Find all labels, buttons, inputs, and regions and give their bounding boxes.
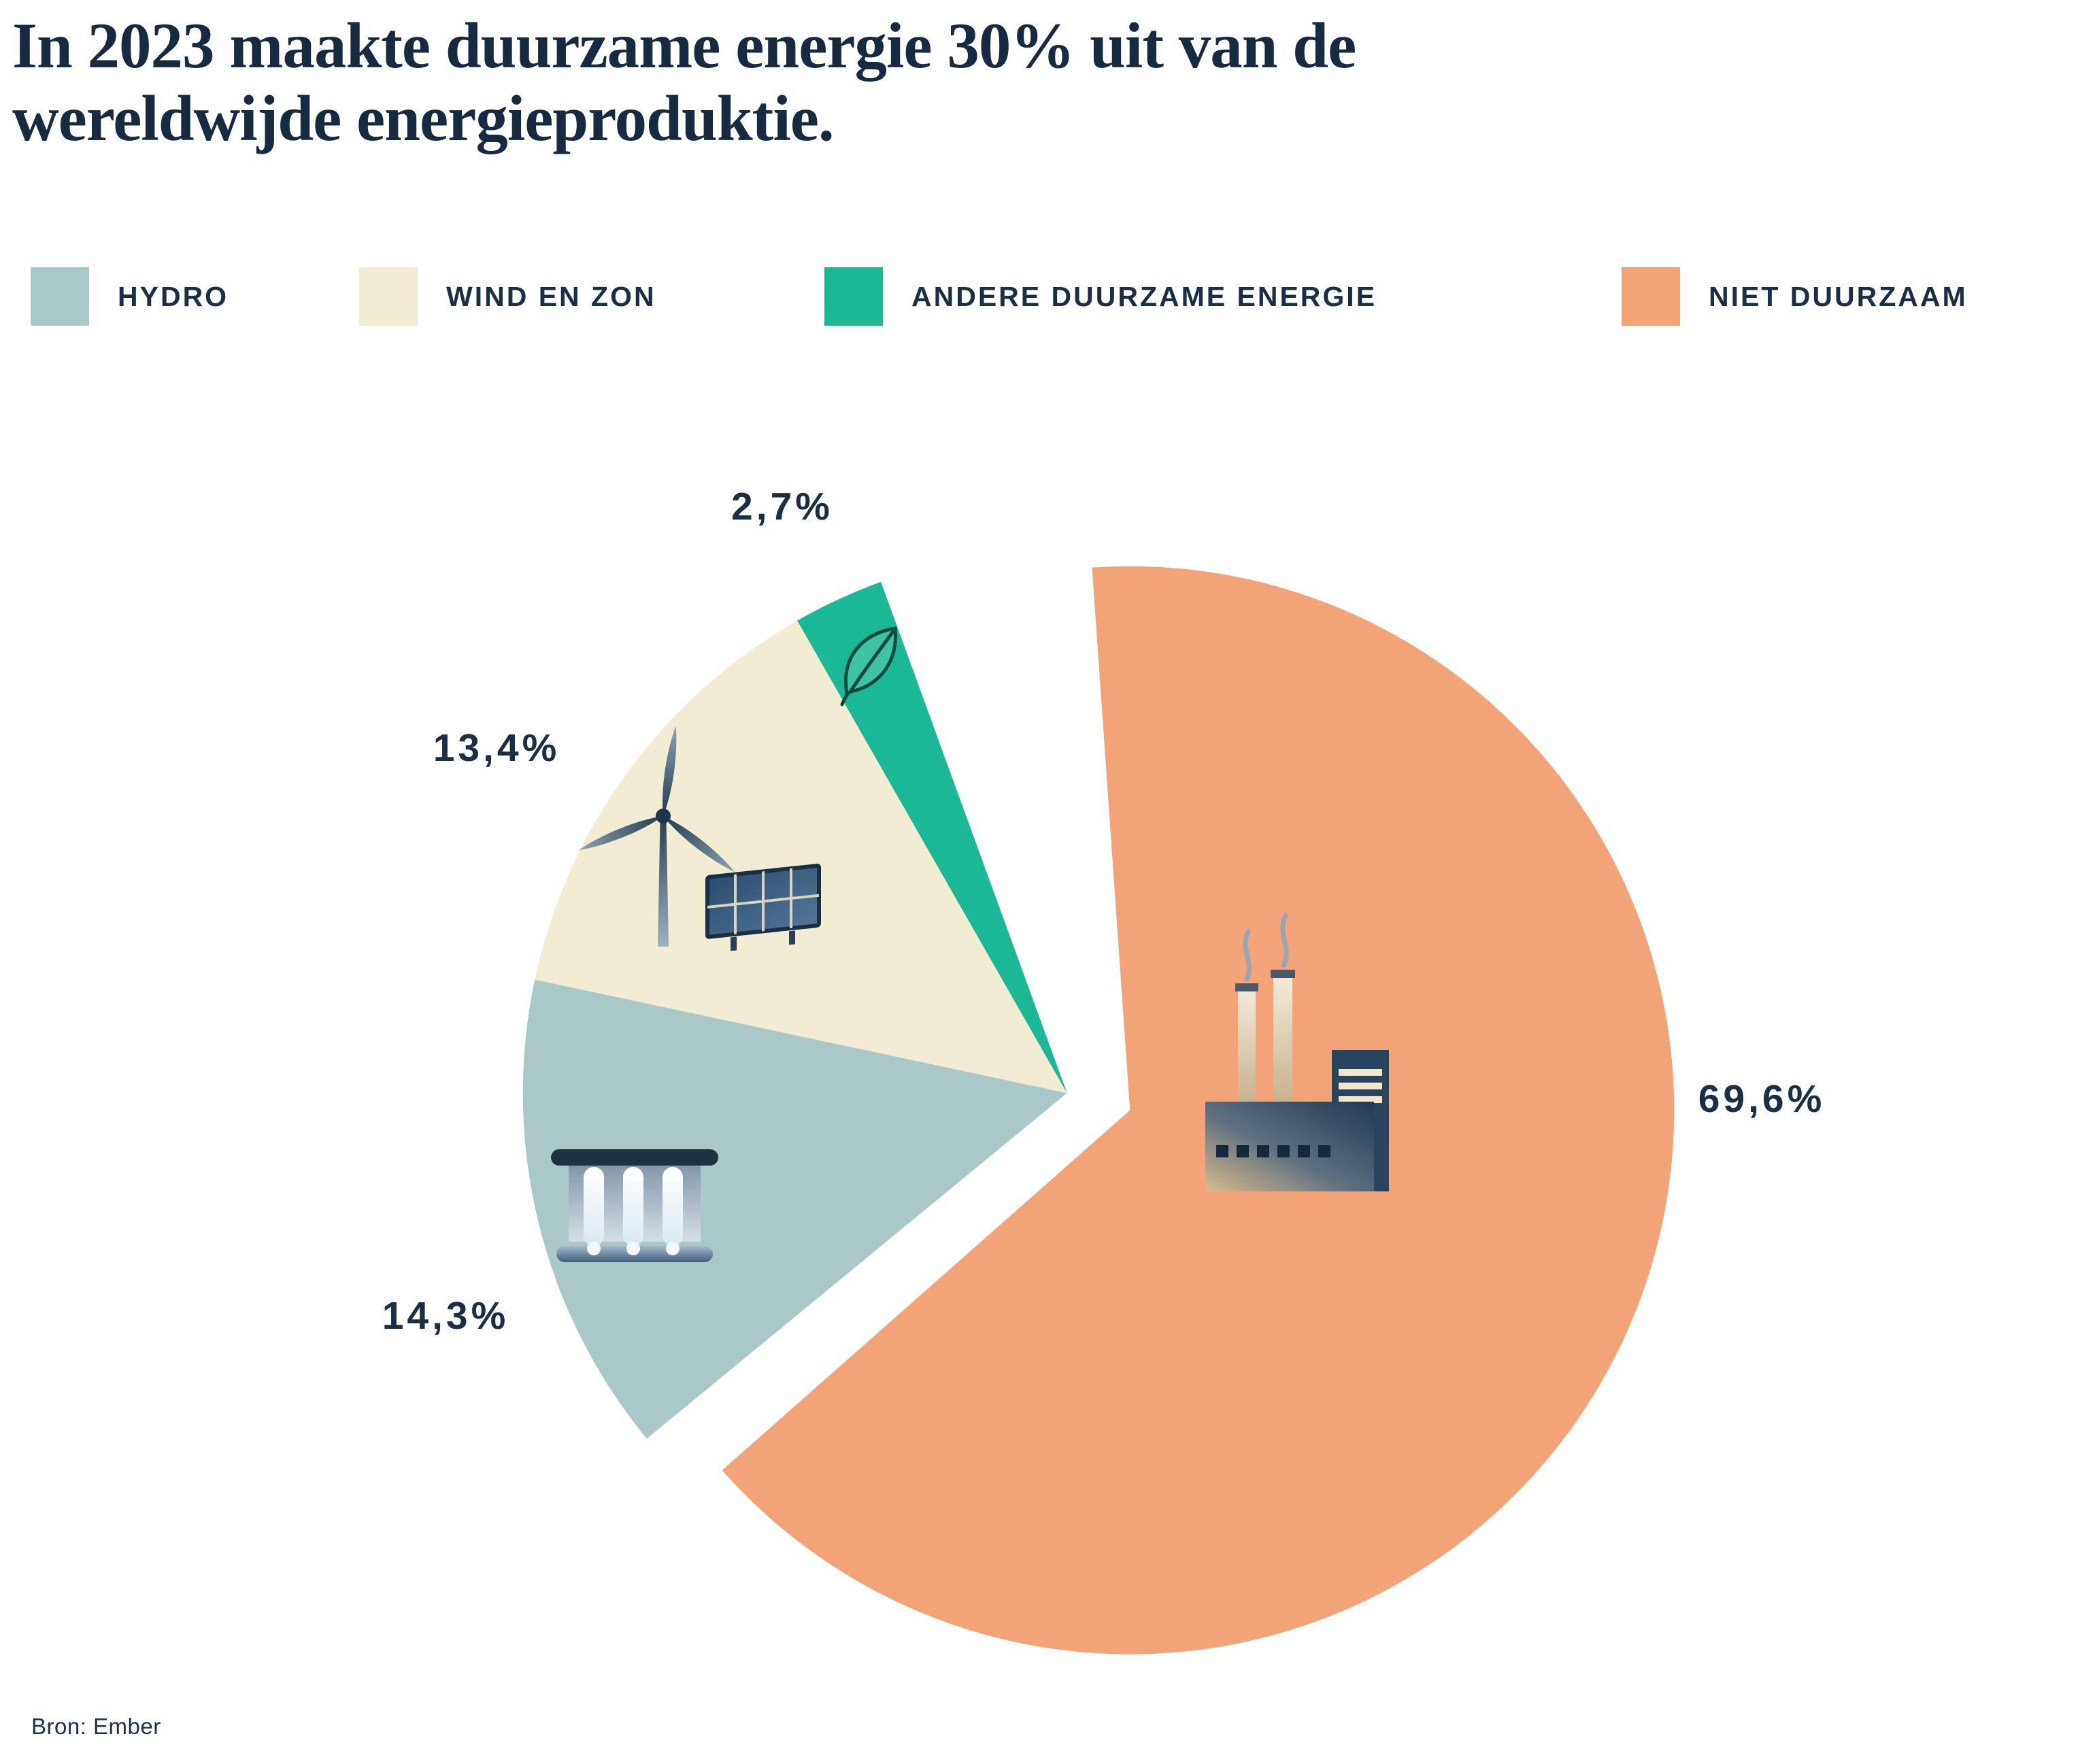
pie-slices <box>522 566 1675 1655</box>
dam-icon <box>551 1149 718 1262</box>
pie-slice-niet-duurzaam <box>722 566 1675 1655</box>
slice-label-wind-zon: 13,4% <box>433 726 560 770</box>
legend-swatch-niet-duurzaam <box>1622 267 1680 326</box>
legend: HYDRO WIND EN ZON ANDERE DUURZAME ENERGI… <box>0 267 2095 326</box>
slice-label-andere-duurzame-energie: 2,7% <box>731 485 833 528</box>
legend-swatch-wind-zon <box>359 267 418 326</box>
wind-turbine-icon <box>578 726 735 947</box>
legend-item-andere-duurzame-energie: ANDERE DUURZAME ENERGIE <box>824 267 1377 326</box>
factory-icon <box>1205 913 1389 1191</box>
source-note: Bron: Ember <box>31 1714 161 1739</box>
legend-item-hydro: HYDRO <box>31 267 229 326</box>
legend-item-wind-zon: WIND EN ZON <box>359 267 656 326</box>
legend-item-niet-duurzaam: NIET DUURZAAM <box>1622 267 1968 326</box>
pie-slice-andere-duurzame-energie <box>797 581 1067 1093</box>
slice-label-hydro: 14,3% <box>382 1294 509 1338</box>
legend-swatch-andere-duurzame-energie <box>824 267 883 326</box>
chart-title: In 2023 maakte duurzame energie 30% uit … <box>12 10 2039 156</box>
pie-slice-wind-zon <box>535 620 1067 1093</box>
slice-label-niet-duurzaam: 69,6% <box>1698 1077 1826 1121</box>
legend-label-niet-duurzaam: NIET DUURZAAM <box>1709 280 1968 312</box>
solar-panel-icon <box>705 864 821 951</box>
chart-title-line-2: wereldwijde energieproduktie. <box>12 82 835 155</box>
chart-title-line-1: In 2023 maakte duurzame energie 30% uit … <box>12 10 1356 82</box>
legend-swatch-hydro <box>31 267 89 326</box>
legend-label-wind-zon: WIND EN ZON <box>446 280 656 312</box>
legend-label-andere-duurzame-energie: ANDERE DUURZAME ENERGIE <box>911 280 1377 312</box>
leaf-icon <box>840 626 898 707</box>
legend-label-hydro: HYDRO <box>118 280 229 312</box>
pie-slice-hydro <box>522 979 1067 1439</box>
